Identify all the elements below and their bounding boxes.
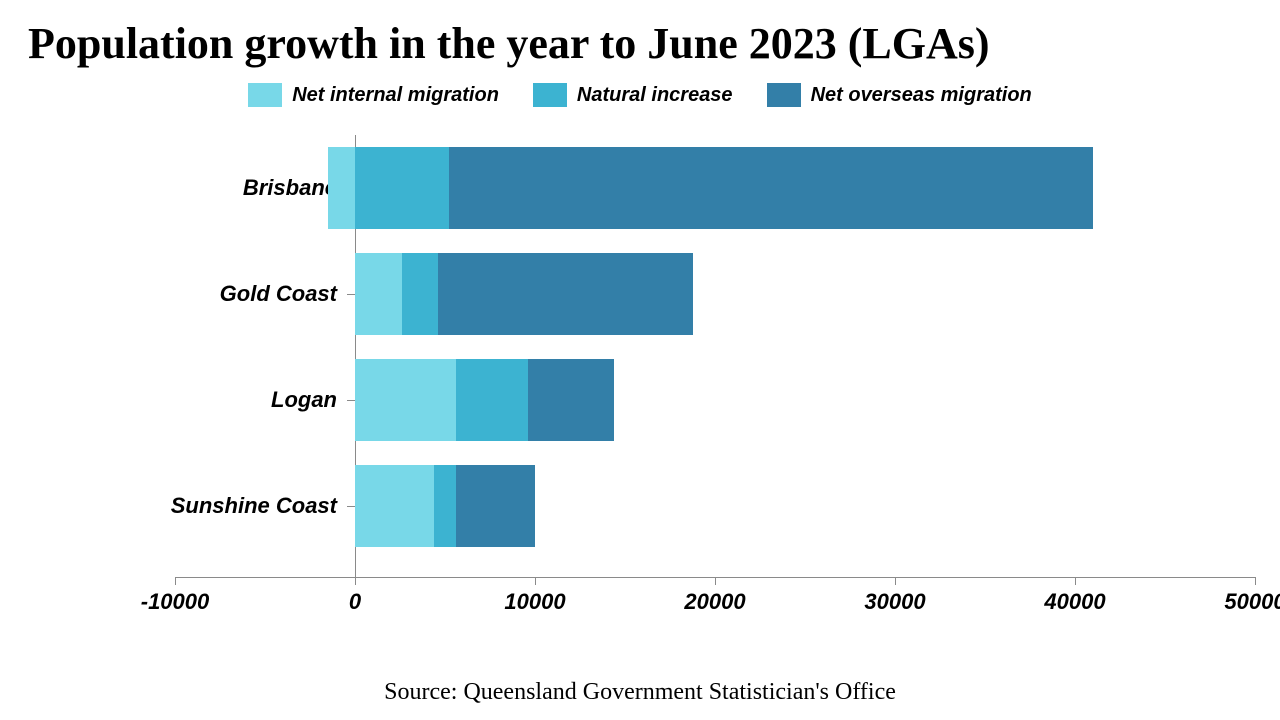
category-label: Sunshine Coast: [171, 493, 337, 519]
bar-segment: [402, 253, 438, 335]
legend-swatch-natural: [533, 83, 567, 107]
plot-area: -1000001000020000300004000050000Brisbane…: [175, 135, 1255, 625]
x-tick-label: 30000: [864, 589, 925, 615]
y-tick: [347, 400, 355, 401]
x-tick-label: -10000: [141, 589, 210, 615]
bar-segment: [355, 147, 449, 229]
legend-swatch-overseas: [767, 83, 801, 107]
chart-title: Population growth in the year to June 20…: [0, 0, 1280, 69]
legend-swatch-internal: [248, 83, 282, 107]
category-label: Logan: [271, 387, 337, 413]
category-label: Gold Coast: [220, 281, 337, 307]
x-tick: [715, 577, 716, 585]
legend-label: Natural increase: [577, 84, 733, 107]
legend-label: Net internal migration: [292, 84, 499, 107]
x-tick-label: 50000: [1224, 589, 1280, 615]
y-tick: [347, 294, 355, 295]
legend-item: Net internal migration: [248, 83, 499, 107]
x-tick: [1255, 577, 1256, 585]
y-tick: [347, 506, 355, 507]
x-tick: [355, 577, 356, 585]
legend-item: Natural increase: [533, 83, 733, 107]
bar-segment: [528, 359, 614, 441]
chart-container: Population growth in the year to June 20…: [0, 0, 1280, 720]
x-tick: [895, 577, 896, 585]
bar-segment: [328, 147, 355, 229]
legend: Net internal migration Natural increase …: [0, 83, 1280, 107]
legend-item: Net overseas migration: [767, 83, 1032, 107]
x-tick-label: 20000: [684, 589, 745, 615]
x-tick: [175, 577, 176, 585]
category-label: Brisbane: [243, 175, 337, 201]
bar-segment: [355, 359, 456, 441]
bar-segment: [355, 465, 434, 547]
x-tick-label: 10000: [504, 589, 565, 615]
source-caption: Source: Queensland Government Statistici…: [0, 679, 1280, 706]
bar-segment: [449, 147, 1093, 229]
x-tick-label: 40000: [1044, 589, 1105, 615]
x-tick-label: 0: [349, 589, 361, 615]
bar-segment: [355, 253, 402, 335]
bar-segment: [434, 465, 456, 547]
bar-segment: [456, 359, 528, 441]
bar-segment: [438, 253, 694, 335]
legend-label: Net overseas migration: [811, 84, 1032, 107]
x-tick: [535, 577, 536, 585]
x-tick: [1075, 577, 1076, 585]
bar-segment: [456, 465, 535, 547]
